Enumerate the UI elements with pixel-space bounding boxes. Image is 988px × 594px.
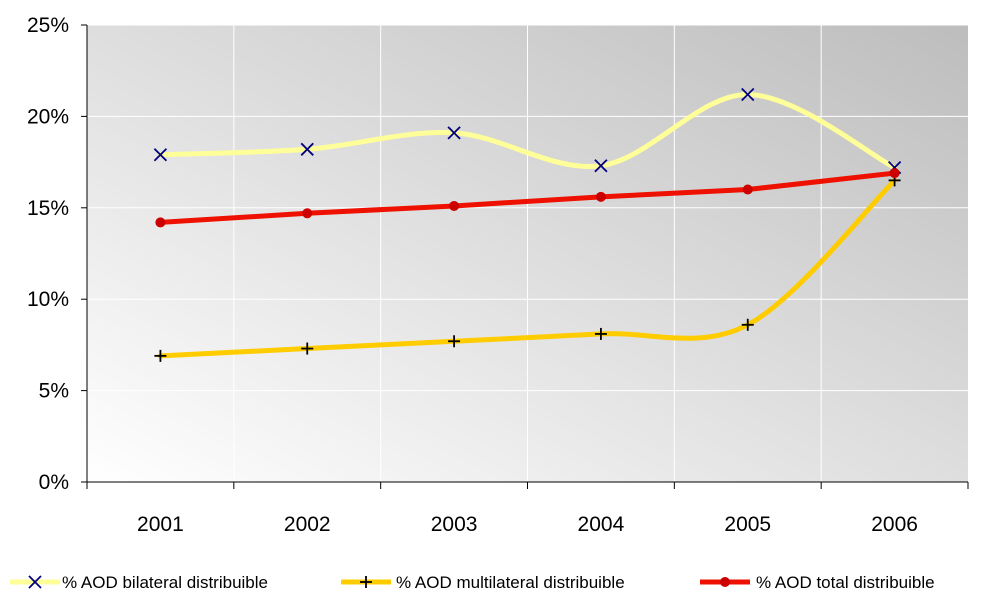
gridlines bbox=[87, 24, 968, 482]
series-2 bbox=[155, 168, 900, 228]
legend-label: % AOD total distribuible bbox=[756, 573, 935, 592]
legend-label: % AOD multilateral distribuible bbox=[396, 573, 625, 592]
legend-marker bbox=[720, 577, 730, 587]
legend-item: % AOD total distribuible bbox=[700, 573, 935, 592]
data-point bbox=[447, 126, 461, 140]
data-point bbox=[302, 208, 313, 219]
data-point bbox=[595, 191, 606, 202]
data-point bbox=[741, 87, 755, 102]
series-line bbox=[157, 91, 898, 171]
x-tick-label: 2001 bbox=[137, 513, 184, 536]
legend-label: % AOD bilateral distribuible bbox=[62, 573, 268, 592]
data-point bbox=[594, 327, 607, 340]
data-point bbox=[448, 335, 461, 348]
x-tick-label: 2003 bbox=[431, 513, 478, 536]
legend: % AOD bilateral distribuible % AOD multil… bbox=[10, 573, 935, 592]
y-tick-label: 25% bbox=[27, 14, 69, 37]
series-line bbox=[157, 170, 898, 225]
legend-item: % AOD bilateral distribuible bbox=[10, 573, 268, 592]
series-lines bbox=[153, 87, 902, 362]
y-tick-label: 0% bbox=[39, 471, 69, 494]
series-1 bbox=[154, 174, 901, 362]
data-point bbox=[153, 148, 168, 162]
series-line bbox=[157, 177, 898, 359]
data-point bbox=[742, 184, 753, 195]
y-tick-label: 10% bbox=[27, 288, 69, 311]
y-tick-label: 15% bbox=[27, 197, 69, 220]
data-point bbox=[594, 159, 608, 173]
legend-item: % AOD multilateral distribuible bbox=[341, 573, 625, 592]
y-axis-ticks: 0% 5% 10% 15% 20% 25% bbox=[27, 14, 69, 494]
data-point bbox=[889, 168, 900, 179]
x-axis-ticks: 2001 2002 2003 2004 2005 2006 bbox=[137, 513, 918, 536]
series-0 bbox=[153, 87, 902, 175]
y-tick-label: 20% bbox=[27, 105, 69, 128]
data-point bbox=[741, 318, 754, 331]
x-tick-label: 2002 bbox=[284, 513, 331, 536]
x-tick-label: 2004 bbox=[578, 513, 625, 536]
data-point bbox=[449, 200, 460, 211]
legend-marker bbox=[360, 576, 372, 588]
x-tick-label: 2005 bbox=[724, 513, 771, 536]
data-point bbox=[301, 342, 314, 355]
data-point bbox=[155, 217, 166, 228]
y-tick-label: 5% bbox=[39, 380, 69, 403]
x-tick-label: 2006 bbox=[871, 513, 918, 536]
legend-marker bbox=[28, 575, 42, 589]
data-point bbox=[154, 349, 167, 362]
axes bbox=[81, 24, 969, 489]
data-point bbox=[300, 142, 314, 156]
